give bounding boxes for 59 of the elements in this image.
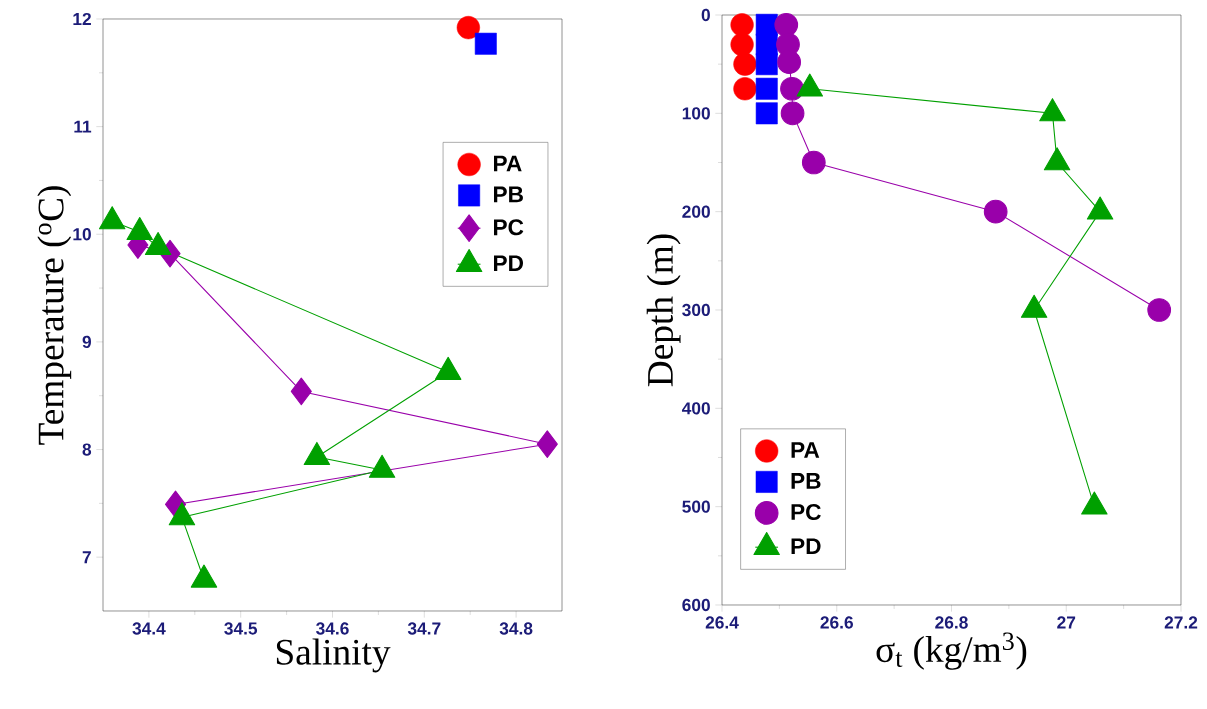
- point: [1081, 491, 1108, 515]
- y-tick-label: 400: [681, 402, 710, 415]
- x-tick-label: 26.8: [935, 616, 968, 629]
- point: [1020, 294, 1048, 318]
- point: [730, 32, 754, 57]
- y-tick-label: 12: [73, 12, 91, 26]
- x-tick-label: 27.2: [1164, 616, 1198, 629]
- point: [730, 13, 754, 37]
- point: [777, 50, 802, 75]
- y-tick-label: 0: [701, 8, 710, 22]
- point: [755, 77, 778, 100]
- legend-label: PB: [494, 186, 523, 203]
- point: [303, 441, 331, 465]
- y-tick-label: 9: [82, 335, 91, 349]
- legend-label: PC: [494, 219, 524, 236]
- point: [733, 77, 757, 101]
- y-tick-label: 300: [682, 303, 710, 317]
- legend-label: PA: [494, 155, 522, 172]
- point: [755, 102, 778, 125]
- y-tick-label: 8: [82, 443, 92, 456]
- y-axis-title: Temperature ($^{o}$C): [37, 186, 72, 445]
- point: [774, 12, 799, 37]
- point: [780, 76, 804, 101]
- y-tick-label: 11: [74, 120, 92, 133]
- legend-label: PD: [494, 255, 523, 272]
- x-axis-title: σ$_{t}$ (kg/m$^{3}$): [876, 632, 1027, 670]
- point: [733, 52, 757, 76]
- point: [755, 33, 778, 56]
- point: [168, 502, 196, 526]
- point: [434, 356, 462, 380]
- x-axis-title: Salinity: [276, 638, 391, 673]
- x-tick-label: 34.4: [132, 622, 166, 635]
- legend-label: PB: [791, 473, 821, 489]
- y-tick-label: 7: [82, 551, 91, 564]
- x-tick-label: 27: [1057, 616, 1076, 629]
- point: [474, 32, 497, 55]
- x-tick-label: 26.6: [820, 616, 853, 629]
- y-tick-label: 500: [682, 500, 710, 513]
- y-tick-label: 200: [682, 205, 710, 218]
- point: [983, 199, 1008, 224]
- point: [755, 53, 778, 76]
- point: [190, 564, 218, 588]
- point: [98, 206, 126, 230]
- y-axis-title: Depth (m): [646, 234, 681, 387]
- x-tick-label: 34.6: [316, 622, 349, 635]
- x-tick-label: 34.5: [224, 622, 258, 635]
- legend-label: PC: [791, 504, 821, 521]
- point: [801, 150, 826, 175]
- point: [456, 16, 480, 40]
- x-tick-label: 34.8: [499, 622, 533, 635]
- y-tick-label: 100: [682, 107, 710, 120]
- point: [780, 101, 805, 126]
- x-tick-label: 34.7: [407, 622, 441, 635]
- y-tick-label: 10: [73, 228, 91, 241]
- point: [368, 454, 396, 478]
- legend-label: PA: [791, 442, 820, 458]
- x-tick-label: 26.4: [705, 616, 739, 629]
- legend-label: PD: [791, 538, 821, 554]
- y-tick-label: 600: [682, 598, 710, 612]
